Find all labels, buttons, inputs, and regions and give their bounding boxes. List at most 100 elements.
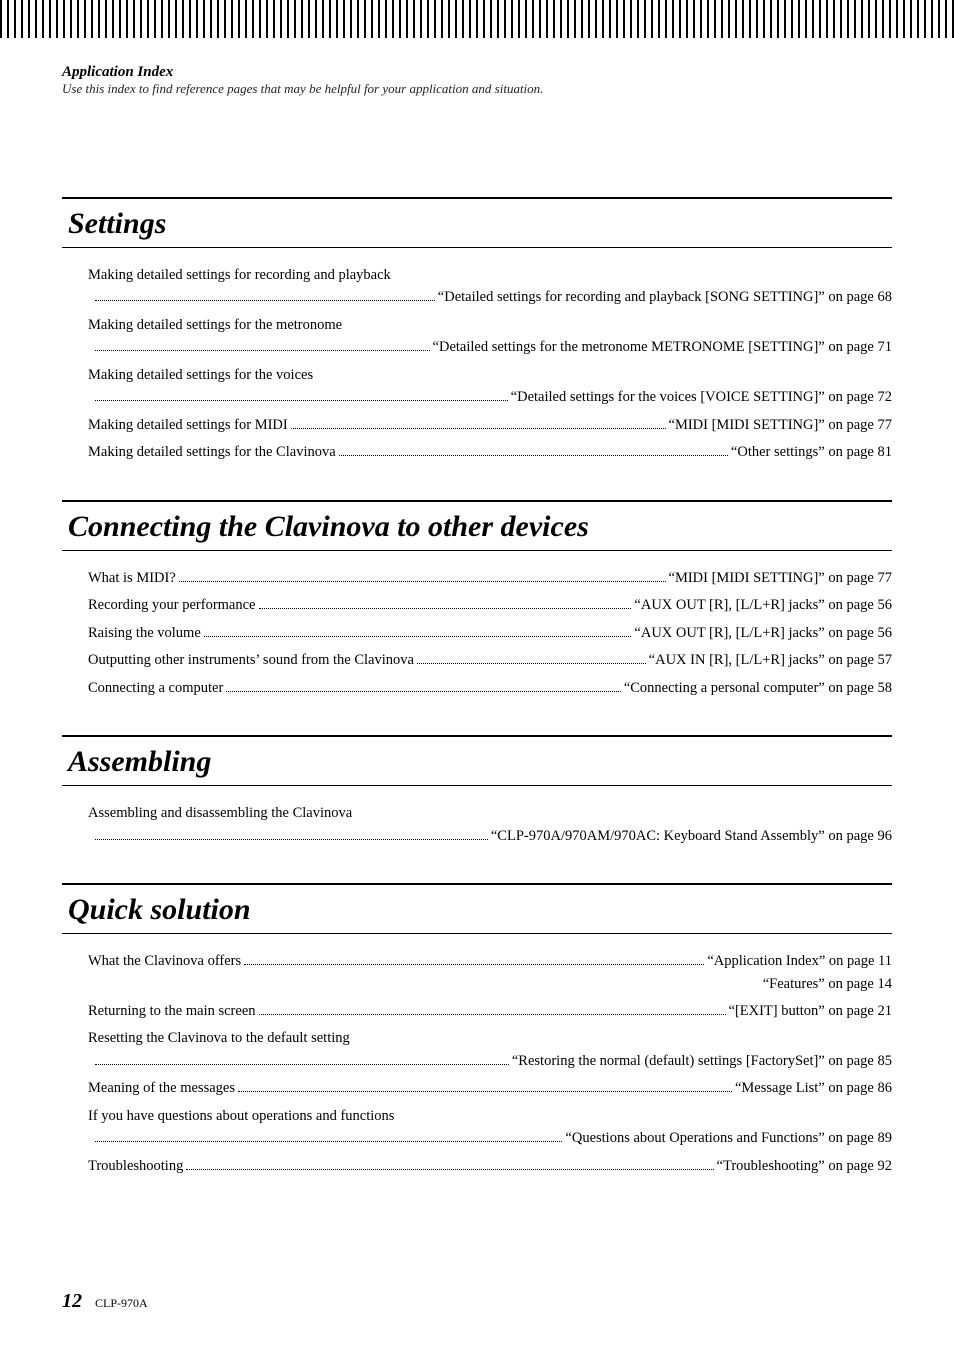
leader-dots <box>95 390 508 402</box>
entry-right-text: “AUX OUT [R], [L/L+R] jacks” on page 56 <box>634 622 892 644</box>
index-entry: Making detailed settings for the metrono… <box>88 314 892 359</box>
leader-dots <box>95 1053 509 1065</box>
index-entry: What is MIDI?“MIDI [MIDI SETTING]” on pa… <box>88 567 892 589</box>
entries-list: What is MIDI?“MIDI [MIDI SETTING]” on pa… <box>62 567 892 699</box>
entry-left-text: Recording your performance <box>88 594 256 616</box>
leader-dots <box>238 1081 732 1093</box>
entry-right-text: “[EXIT] button” on page 21 <box>729 1000 892 1022</box>
page-number: 12 <box>62 1290 82 1312</box>
entry-lead-text: Making detailed settings for recording a… <box>88 264 892 286</box>
index-entry: Assembling and disassembling the Clavino… <box>88 802 892 847</box>
entry-left-text: Outputting other instruments’ sound from… <box>88 649 414 671</box>
entry-left-text: Raising the volume <box>88 622 201 644</box>
index-entry: What the Clavinova offers “Application I… <box>88 950 892 995</box>
entry-lead-text: If you have questions about operations a… <box>88 1105 892 1127</box>
page-header: Application Index Use this index to find… <box>62 64 892 97</box>
entry-right-text: “CLP-970A/970AM/970AC: Keyboard Stand As… <box>491 825 892 847</box>
index-entry: If you have questions about operations a… <box>88 1105 892 1150</box>
model-label: CLP-970A <box>95 1296 148 1310</box>
leader-dots <box>226 680 621 692</box>
leader-dots <box>291 417 666 429</box>
entry-lead-text: Making detailed settings for the metrono… <box>88 314 892 336</box>
leader-dots <box>179 570 666 582</box>
index-entry: Recording your performance “AUX OUT [R],… <box>88 594 892 616</box>
entries-list: Assembling and disassembling the Clavino… <box>62 802 892 847</box>
section-title: Connecting the Clavinova to other device… <box>68 510 892 544</box>
entry-extra-right-text: “Features” on page 14 <box>763 973 892 995</box>
leader-dots <box>259 1003 726 1015</box>
leader-dots <box>95 290 435 302</box>
entry-line: What is MIDI?“MIDI [MIDI SETTING]” on pa… <box>88 567 892 589</box>
entry-line: Raising the volume “AUX OUT [R], [L/L+R]… <box>88 622 892 644</box>
section-title-wrap: Connecting the Clavinova to other device… <box>62 500 892 551</box>
leader-dots <box>186 1158 713 1170</box>
section-title: Settings <box>68 207 892 241</box>
leader-dots <box>95 1131 562 1143</box>
section-title: Assembling <box>68 745 892 779</box>
index-entry: Making detailed settings for the voices … <box>88 364 892 409</box>
section: Assembling Assembling and disassembling t… <box>62 735 892 847</box>
index-entry: Returning to the main screen “[EXIT] butt… <box>88 1000 892 1022</box>
entry-right-text: “Restoring the normal (default) settings… <box>512 1050 892 1072</box>
entry-line: Making detailed settings for MIDI “MIDI … <box>88 414 892 436</box>
entry-right-text: “AUX IN [R], [L/L+R] jacks” on page 57 <box>649 649 892 671</box>
leader-dots <box>339 445 728 457</box>
page-footer: 12 CLP-970A <box>62 1290 148 1313</box>
entry-line: Recording your performance “AUX OUT [R],… <box>88 594 892 616</box>
section-title-wrap: Settings <box>62 197 892 248</box>
sections-container: Settings Making detailed settings for rec… <box>62 197 892 1177</box>
header-subtitle: Use this index to find reference pages t… <box>62 81 892 97</box>
entry-line: “Detailed settings for recording and pla… <box>88 286 892 308</box>
entry-left-text: Making detailed settings for the Clavino… <box>88 441 336 463</box>
entry-line: “Detailed settings for the voices [VOICE… <box>88 386 892 408</box>
index-entry: Troubleshooting “Troubleshooting” on pag… <box>88 1155 892 1177</box>
entries-list: Making detailed settings for recording a… <box>62 264 892 464</box>
entry-line: Making detailed settings for the Clavino… <box>88 441 892 463</box>
entry-line: Connecting a computer “Connecting a pers… <box>88 677 892 699</box>
entry-lead-text: Assembling and disassembling the Clavino… <box>88 802 892 824</box>
entry-line: Returning to the main screen “[EXIT] butt… <box>88 1000 892 1022</box>
entry-line: “CLP-970A/970AM/970AC: Keyboard Stand As… <box>88 825 892 847</box>
entry-left-text: Making detailed settings for MIDI <box>88 414 288 436</box>
entry-left-text: Returning to the main screen <box>88 1000 256 1022</box>
leader-dots <box>417 653 646 665</box>
entry-left-text: Meaning of the messages <box>88 1077 235 1099</box>
leader-dots <box>95 340 430 352</box>
entry-left-text: Troubleshooting <box>88 1155 183 1177</box>
entry-right-text: “Detailed settings for the voices [VOICE… <box>511 386 892 408</box>
entry-line: “Restoring the normal (default) settings… <box>88 1050 892 1072</box>
section-title: Quick solution <box>68 893 892 927</box>
entry-right-text: “AUX OUT [R], [L/L+R] jacks” on page 56 <box>634 594 892 616</box>
index-entry: Making detailed settings for recording a… <box>88 264 892 309</box>
entry-right-text: “MIDI [MIDI SETTING]” on page 77 <box>669 567 892 589</box>
entry-line: Outputting other instruments’ sound from… <box>88 649 892 671</box>
entry-left-text: Connecting a computer <box>88 677 223 699</box>
section: Connecting the Clavinova to other device… <box>62 500 892 699</box>
decorative-top-stripes <box>0 0 954 38</box>
index-entry: Raising the volume “AUX OUT [R], [L/L+R]… <box>88 622 892 644</box>
entries-list: What the Clavinova offers “Application I… <box>62 950 892 1177</box>
section-title-wrap: Assembling <box>62 735 892 786</box>
entry-right-text: “MIDI [MIDI SETTING]” on page 77 <box>669 414 892 436</box>
index-entry: Resetting the Clavinova to the default s… <box>88 1027 892 1072</box>
entry-right-text: “Other settings” on page 81 <box>731 441 892 463</box>
leader-dots <box>244 953 704 965</box>
index-entry: Connecting a computer “Connecting a pers… <box>88 677 892 699</box>
index-entry: Outputting other instruments’ sound from… <box>88 649 892 671</box>
section-title-wrap: Quick solution <box>62 883 892 934</box>
leader-dots <box>204 625 632 637</box>
leader-dots <box>259 598 632 610</box>
entry-extra-line: “Features” on page 14 <box>88 973 892 995</box>
entry-right-text: “Message List” on page 86 <box>735 1077 892 1099</box>
index-entry: Making detailed settings for MIDI “MIDI … <box>88 414 892 436</box>
index-entry: Meaning of the messages “Message List” o… <box>88 1077 892 1099</box>
entry-right-text: “Application Index” on page 11 <box>707 950 892 972</box>
entry-line: Troubleshooting “Troubleshooting” on pag… <box>88 1155 892 1177</box>
entry-line: What the Clavinova offers “Application I… <box>88 950 892 972</box>
entry-right-text: “Detailed settings for the metronome MET… <box>433 336 892 358</box>
index-entry: Making detailed settings for the Clavino… <box>88 441 892 463</box>
entry-line: Meaning of the messages “Message List” o… <box>88 1077 892 1099</box>
entry-lead-text: Resetting the Clavinova to the default s… <box>88 1027 892 1049</box>
entry-lead-text: Making detailed settings for the voices <box>88 364 892 386</box>
entry-line: “Detailed settings for the metronome MET… <box>88 336 892 358</box>
